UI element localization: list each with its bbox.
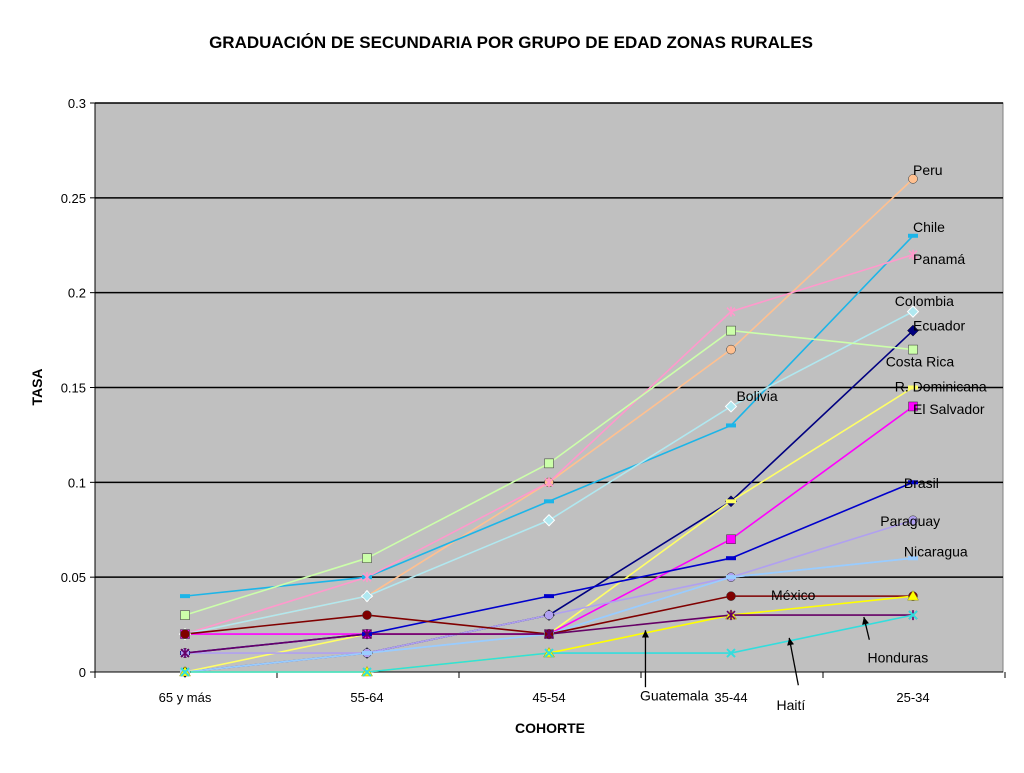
y-tick-label: 0 — [79, 665, 86, 680]
series-label-brasil: Brasil — [904, 475, 939, 491]
data-point-colombia — [906, 305, 920, 318]
data-point-peru — [908, 174, 918, 184]
series-label-haiti: Haití — [777, 697, 806, 713]
series-label-peru: Peru — [913, 162, 943, 178]
arrowhead-guatemala — [641, 630, 649, 638]
data-point-nicaragua — [726, 575, 736, 580]
data-point-costa-rica — [908, 344, 918, 355]
gridlines — [95, 102, 1003, 578]
data-point-panama — [726, 306, 736, 317]
x-tick-label: 65 y más — [159, 690, 212, 705]
data-point-panama — [362, 572, 372, 583]
data-point-haiti — [362, 667, 372, 677]
data-point-r-dominicana — [726, 499, 736, 504]
y-tick-label: 0.15 — [61, 381, 86, 396]
series-label-honduras: Honduras — [868, 650, 929, 666]
data-point-nicaragua — [362, 651, 372, 656]
series-label-bolivia: Bolivia — [736, 388, 777, 404]
data-point-costa-rica — [726, 325, 736, 336]
data-point-mexico — [362, 610, 372, 620]
data-point-el-salvador — [726, 534, 736, 544]
series-label-colombia: Colombia — [895, 293, 954, 309]
data-point-haiti — [544, 648, 554, 658]
data-point-chile — [908, 233, 918, 238]
data-point-honduras — [362, 629, 372, 640]
x-tick-label: 25-34 — [896, 690, 929, 705]
data-point-colombia — [724, 400, 738, 413]
y-tick-label: 0.05 — [61, 570, 86, 585]
data-point-costa-rica — [180, 610, 190, 620]
series-markers — [178, 174, 920, 678]
data-point-mexico — [726, 591, 736, 601]
data-point-haiti — [180, 667, 190, 677]
series-label-nicaragua: Nicaragua — [904, 543, 968, 559]
data-point-brasil — [544, 594, 554, 599]
data-point-ecuador — [907, 324, 919, 337]
data-point-mexico — [180, 629, 190, 639]
x-tick-label: 35-44 — [714, 690, 747, 705]
arrowhead-haiti — [787, 637, 795, 646]
x-tick-label: 55-64 — [350, 690, 383, 705]
data-point-nicaragua — [908, 556, 918, 561]
data-point-brasil — [726, 556, 736, 561]
data-point-paraguay — [544, 610, 554, 620]
data-point-r-dominicana — [908, 385, 918, 390]
y-tick-label: 0.1 — [68, 475, 86, 490]
data-point-haiti — [726, 648, 736, 658]
data-point-chile — [180, 594, 190, 599]
data-point-honduras — [544, 629, 554, 640]
data-point-panama — [908, 249, 918, 260]
data-point-costa-rica — [544, 458, 554, 469]
series-label-paraguay: Paraguay — [880, 513, 940, 529]
x-tick-label: 45-54 — [532, 690, 565, 705]
data-point-honduras — [180, 648, 190, 659]
x-axis-title: COHORTE — [515, 720, 585, 736]
data-point-haiti — [908, 610, 918, 620]
series-labels: Peru Chile Panamá Colombia Ecuador Costa Rica… — [640, 162, 987, 713]
series-label-chile: Chile — [913, 219, 945, 235]
series-label-costa-rica: Costa Rica — [886, 354, 955, 370]
y-tick-label: 0.3 — [68, 96, 86, 111]
data-point-paraguay — [908, 515, 918, 526]
series-label-guatemala: Guatemala — [640, 687, 709, 703]
series-label-r-dominicana: R. Dominicana — [895, 378, 987, 394]
series-label-ecuador: Ecuador — [913, 318, 965, 334]
arrowhead-honduras — [862, 616, 869, 625]
y-tick-label: 0.25 — [61, 191, 86, 206]
data-point-honduras — [726, 610, 736, 621]
series-label-panama: Panamá — [913, 251, 965, 267]
y-axis-title: TASA — [29, 368, 45, 405]
data-point-costa-rica — [362, 553, 372, 563]
arrow-haiti — [788, 637, 799, 686]
data-point-chile — [726, 423, 736, 428]
data-point-el-salvador — [908, 401, 918, 412]
data-point-panama — [544, 477, 554, 488]
data-point-peru — [726, 344, 736, 355]
data-point-colombia — [542, 514, 556, 527]
y-tick-label: 0.2 — [68, 286, 86, 301]
series-label-mexico: México — [771, 587, 816, 603]
data-point-colombia — [360, 589, 374, 603]
data-point-brasil — [908, 480, 918, 485]
series-label-el-salvador: El Salvador — [913, 401, 985, 417]
data-point-guatemala — [907, 590, 919, 601]
data-point-chile — [544, 499, 554, 504]
chart-title: GRADUACIÓN DE SECUNDARIA POR GRUPO DE ED… — [209, 33, 813, 52]
